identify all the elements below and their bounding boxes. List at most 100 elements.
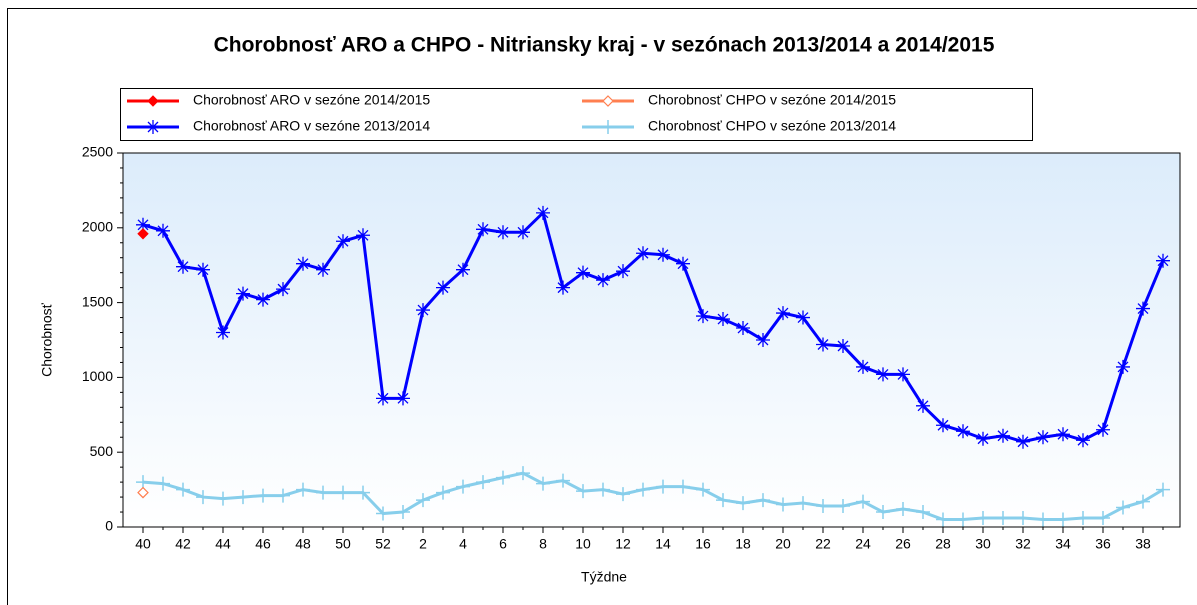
point [196,490,210,505]
point [356,228,370,243]
point [1076,433,1090,448]
point [836,499,850,514]
point [436,280,450,295]
point [636,482,650,497]
point [556,473,570,488]
point [656,479,670,494]
series-markers [137,228,149,240]
point [996,511,1010,526]
x-tick-label: 20 [775,536,791,552]
point [516,466,530,481]
point [1156,482,1170,497]
point [1156,253,1170,268]
point [956,512,970,527]
point [336,485,350,500]
point [296,482,310,497]
legend-label: Chorobnosť ARO v sezóne 2013/2014 [193,118,430,134]
x-tick-label: 44 [215,536,231,552]
point [736,496,750,511]
point [456,262,470,277]
x-tick-label: 40 [135,536,151,552]
x-tick-label: 10 [575,536,591,552]
point [1096,422,1110,437]
point [456,479,470,494]
point [176,482,190,497]
point [716,312,730,327]
point [496,470,510,485]
point [137,486,149,499]
point [596,273,610,288]
point [836,338,850,353]
point [876,505,890,520]
point [776,497,790,512]
y-tick-label: 0 [105,518,113,534]
frame [7,8,1197,605]
x-tick-label: 30 [975,536,991,552]
y-tick-label: 500 [90,443,114,459]
point [336,234,350,249]
legend-symbol [147,95,159,107]
legend-marker [601,120,615,134]
x-tick-label: 14 [655,536,671,552]
x-tick-label: 22 [815,536,831,552]
legend-marker [602,95,614,107]
point [716,493,730,508]
point [896,367,910,382]
legend-label: Chorobnosť ARO v sezóne 2014/2015 [193,92,430,108]
y-tick-label: 1500 [82,293,113,309]
x-tick-label: 6 [499,536,507,552]
point [276,282,290,297]
point [676,256,690,271]
series-markers [136,205,1170,449]
point [856,359,870,374]
point [996,428,1010,443]
x-tick-label: 24 [855,536,871,552]
point [976,431,990,446]
point [416,303,430,318]
point [216,325,230,340]
point [616,487,630,502]
x-tick-label: 18 [735,536,751,552]
point [536,476,550,491]
point [416,493,430,508]
point [916,398,930,413]
point [556,280,570,295]
point [796,310,810,325]
point [636,246,650,261]
point [696,482,710,497]
y-tick-label: 2000 [82,219,113,235]
point [736,321,750,336]
point [476,475,490,490]
point [536,205,550,220]
x-tick-label: 38 [1135,536,1151,552]
point [856,494,870,509]
chart-title: Chorobnosť ARO a CHPO - Nitriansky kraj … [214,34,995,57]
point [1076,511,1090,526]
legend-marker [146,120,160,134]
point [136,217,150,232]
point [316,485,330,500]
point [216,491,230,506]
point [236,490,250,505]
point [756,333,770,347]
point [1036,430,1050,445]
point [876,367,890,382]
x-tick-label: 16 [695,536,711,552]
x-tick-label: 4 [459,536,467,552]
x-tick-label: 28 [935,536,951,552]
point [256,292,270,307]
point [376,391,390,406]
x-tick-label: 34 [1055,536,1071,552]
point [936,418,950,433]
point [616,264,630,279]
point [656,247,670,262]
x-tick-label: 50 [335,536,351,552]
y-tick-label: 1000 [82,368,113,384]
point [816,337,830,352]
point [156,223,170,238]
legend-label: Chorobnosť CHPO v sezóne 2013/2014 [648,118,896,134]
point [576,265,590,280]
point [436,485,450,500]
legend [120,88,1033,141]
